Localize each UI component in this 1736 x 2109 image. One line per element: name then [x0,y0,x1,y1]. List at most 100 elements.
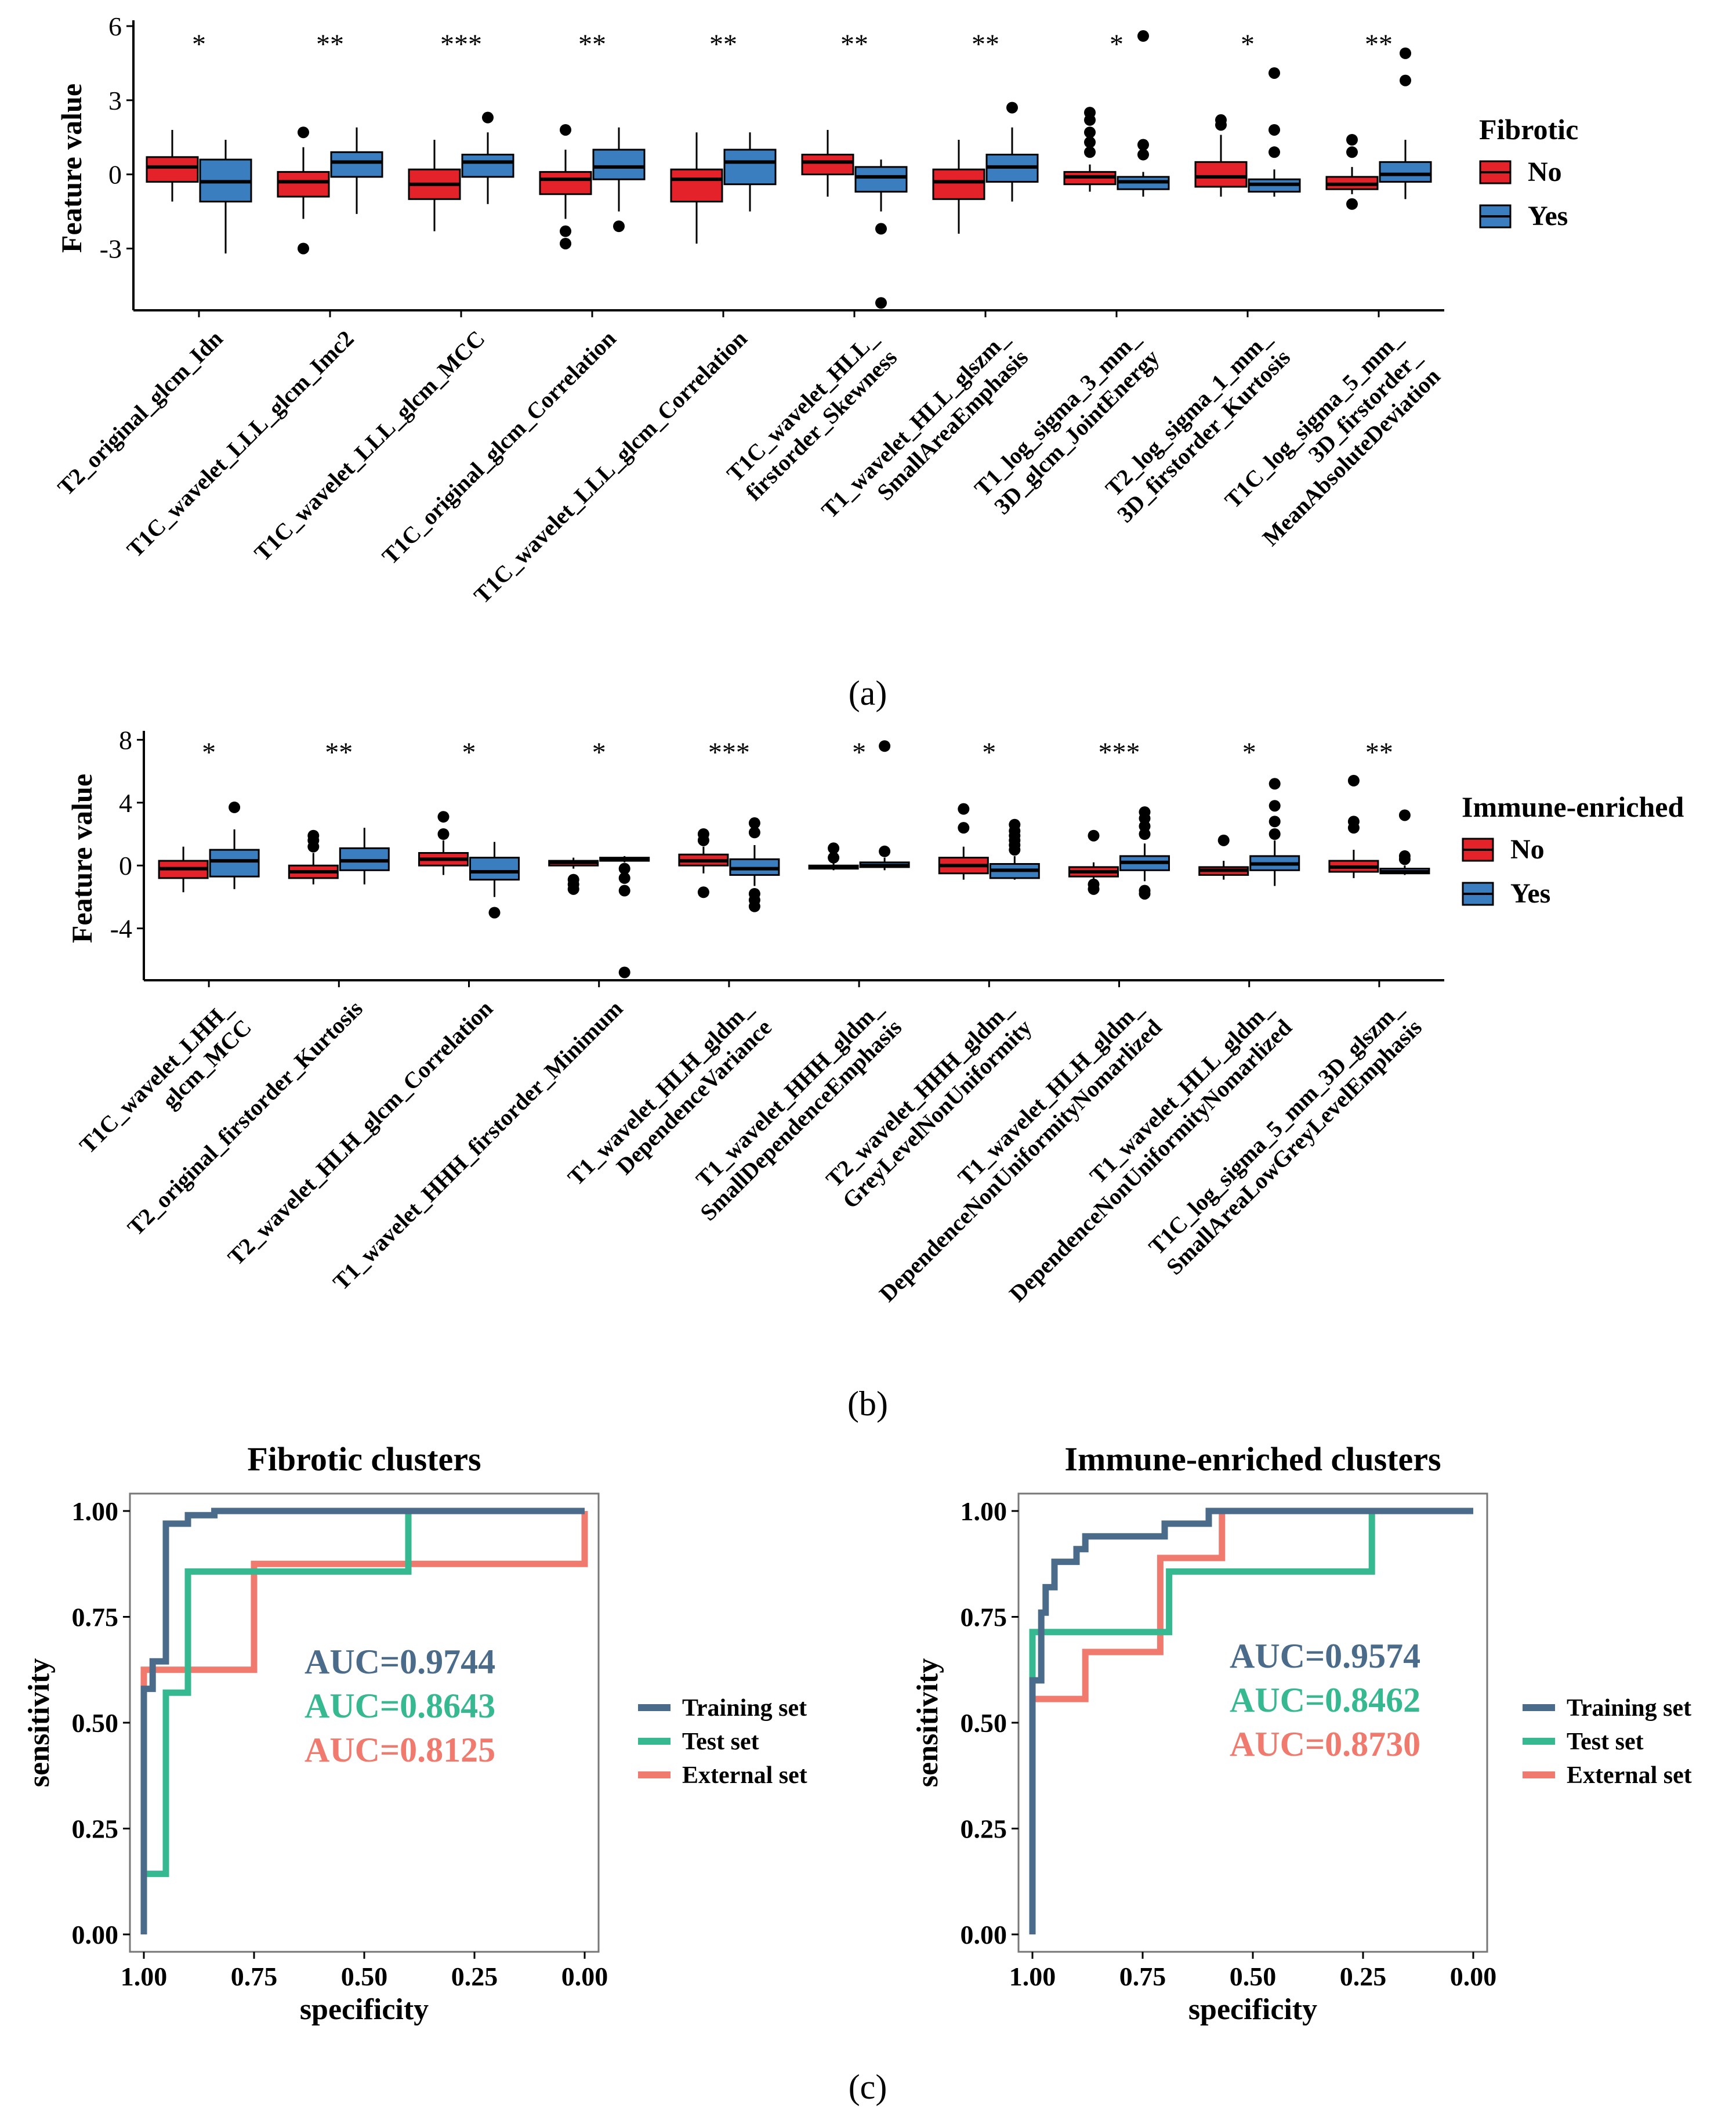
outlier-point [1215,114,1227,126]
x-axis-title: specificity [300,1993,429,2026]
y-tick-label: 0 [108,160,122,190]
significance-mark: ** [1365,29,1393,60]
auc-label: AUC=0.8643 [305,1687,495,1725]
x-tick-label-line: T2_wavelet_HLH_glcm_Correlation [223,995,498,1270]
roc-curve-external-set [1029,1508,1473,1934]
box-yes [209,849,260,878]
outlier-point [1137,30,1149,42]
y-tick-label: 0.50 [72,1708,119,1738]
outlier-point [229,801,241,813]
roc-curve-test-set [140,1508,585,1934]
outlier-point [618,885,630,897]
legend-label: Training set [1567,1695,1691,1722]
box-group [158,801,260,893]
outlier-point [958,803,970,815]
x-tick-label-line: T1C_wavelet_LLL_glcm_MCC [249,325,490,566]
outlier-point [875,223,887,235]
box-group [408,111,514,231]
panel-label: (b) [847,1385,888,1423]
outlier-point [437,828,450,840]
y-tick-label: 0.25 [961,1814,1007,1844]
chart-title: Fibrotic clusters [247,1440,481,1478]
outlier-point [958,822,970,834]
outlier-point [613,220,625,233]
outlier-point [1347,774,1360,787]
outlier-point [307,829,320,842]
y-tick-label: 0.25 [72,1814,119,1844]
box-group [938,803,1040,880]
significance-mark: ** [578,29,606,60]
outlier-point [697,886,709,898]
outlier-point [1346,134,1358,146]
outlier-point [1137,139,1149,151]
outlier-point [1084,126,1096,139]
box-no [146,156,199,183]
legend-label: Test set [1567,1728,1644,1755]
outlier-point [828,842,840,854]
y-tick-label: 4 [119,788,132,818]
outlier-point [697,828,709,840]
box-no [670,168,723,203]
plot-frame [1017,1492,1488,1953]
x-tick-label: T1C_wavelet_LLL_glcm_Correlation [469,325,752,609]
outlier-point [1400,47,1411,59]
outlier-point [1084,146,1096,158]
x-tick-label: T2_wavelet_HLH_glcm_Correlation [223,995,498,1270]
box-group [801,129,908,309]
outlier-point [748,817,760,829]
outlier-point [875,297,887,309]
chart-title: Immune-enriched clusters [1064,1440,1441,1478]
outlier-point [482,111,494,124]
y-tick-label: 0.75 [961,1603,1007,1632]
y-tick-label: 1.00 [72,1496,119,1526]
x-tick-label-line: T1C_original_glcm_Correlation [377,325,621,570]
box-group [1198,778,1300,886]
x-tick-label: 1.00 [1009,1962,1056,1991]
box-group [1328,774,1430,878]
box-group [1068,806,1170,900]
outlier-point [1217,834,1230,846]
outlier-point [1269,124,1280,136]
box-no [932,168,985,200]
outlier-point [1139,806,1151,818]
outlier-point [618,872,630,884]
legend-label: Yes [1510,878,1550,909]
x-tick-label: T1C_original_glcm_Correlation [377,325,621,570]
y-tick-label: 0.50 [961,1708,1007,1738]
outlier-point [1137,148,1149,161]
outlier-point [437,811,450,823]
outlier-point [298,126,309,139]
significance-mark: * [592,737,606,768]
x-tick-label: 0.75 [1119,1962,1166,1991]
significance-mark: * [192,29,206,60]
x-tick-label-line: T1C_wavelet_LLL_glcm_Imc2 [122,325,359,563]
legend-label: Training set [682,1695,807,1722]
panel-c-roc-fibrotic: Fibrotic clusters1.000.750.500.250.001.0… [23,1440,807,2026]
x-tick-label: T1C_wavelet_LLL_glcm_MCC [249,325,490,566]
box-yes [461,154,514,178]
x-axis-title: specificity [1188,1993,1317,2026]
significance-mark: ** [316,29,344,60]
outlier-point [748,900,760,912]
panel-c-label: (c) [849,2068,887,2106]
box-group [418,811,520,919]
box-group [146,129,252,253]
significance-mark: * [982,737,996,768]
box-group [277,126,383,255]
y-tick-label: 0.00 [72,1920,119,1949]
significance-mark: * [462,737,476,768]
x-tick-label: 0.25 [451,1962,498,1991]
outlier-point [1398,809,1411,821]
legend-title: Immune-enriched [1462,791,1684,823]
outlier-point [1088,883,1100,895]
outlier-point [1084,107,1096,119]
significance-mark: * [852,737,866,768]
outlier-point [488,907,501,919]
outlier-point [1139,887,1151,900]
x-tick-label: 0.00 [1450,1962,1497,1991]
x-tick-label: 0.00 [561,1962,608,1991]
y-axis-title: Feature value [66,774,98,943]
significance-mark: *** [440,29,482,60]
